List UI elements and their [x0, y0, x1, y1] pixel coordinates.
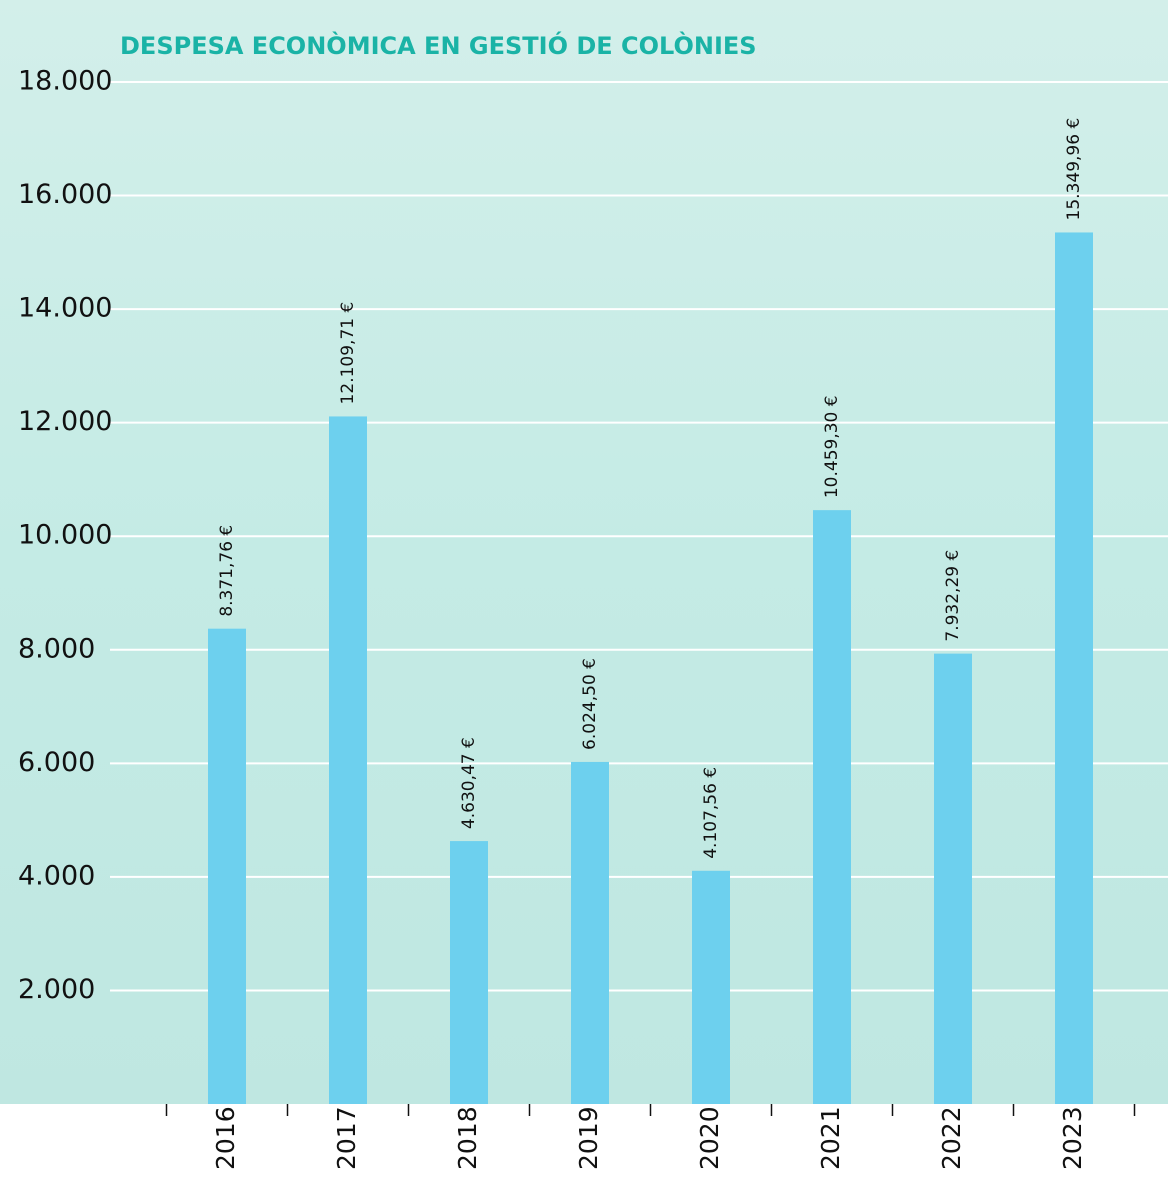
y-tick-label: 10.000 [18, 520, 112, 551]
bar [329, 416, 367, 1104]
x-tick-label: 2016 [211, 1106, 240, 1170]
y-tick-label: 16.000 [18, 179, 112, 210]
x-tick-label: 2018 [453, 1106, 482, 1170]
value-label: 7.932,29 € [943, 550, 963, 642]
y-tick-label: 18.000 [18, 66, 112, 97]
value-label: 12.109,71 € [338, 302, 358, 405]
y-tick-label: 4.000 [18, 860, 95, 891]
value-label: 15.349,96 € [1064, 118, 1084, 221]
value-label: 8.371,76 € [217, 525, 237, 617]
x-tick-label: 2017 [332, 1106, 361, 1170]
y-tick-label: 12.000 [18, 406, 112, 437]
x-tick-label: 2020 [695, 1106, 724, 1170]
value-label: 10.459,30 € [822, 395, 842, 498]
y-tick-label: 2.000 [18, 974, 95, 1005]
value-label: 4.107,56 € [701, 767, 721, 859]
x-tick-label: 2022 [937, 1106, 966, 1170]
bar [1055, 232, 1093, 1104]
value-label: 4.630,47 € [459, 737, 479, 829]
bar [813, 510, 851, 1105]
bar [934, 653, 972, 1104]
x-tick-label: 2023 [1058, 1106, 1087, 1170]
bar [450, 841, 488, 1104]
y-tick-label: 6.000 [18, 747, 95, 778]
y-tick-label: 14.000 [18, 293, 112, 324]
chart-title: DESPESA ECONÒMICA EN GESTIÓ DE COLÒNIES [120, 30, 757, 60]
bar [208, 628, 246, 1104]
x-tick-label: 2019 [574, 1106, 603, 1170]
bar [692, 870, 730, 1104]
x-tick-label: 2021 [816, 1106, 845, 1170]
bar [571, 761, 609, 1104]
value-label: 6.024,50 € [580, 658, 600, 750]
y-tick-label: 8.000 [18, 633, 95, 664]
